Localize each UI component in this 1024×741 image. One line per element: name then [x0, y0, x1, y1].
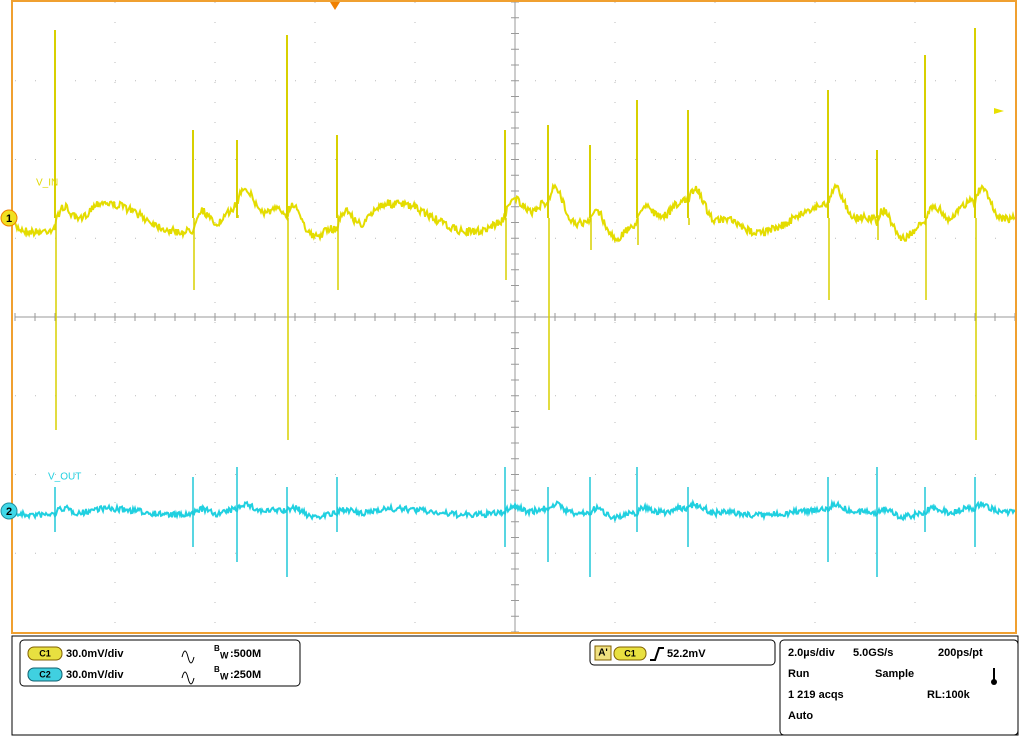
run-state: Run — [788, 668, 810, 680]
graticule — [14, 1, 1016, 633]
acquisition-mode: Sample — [875, 668, 914, 680]
channel-number: 2 — [6, 506, 12, 518]
channel-marker[interactable] — [0, 209, 18, 227]
ch1-trace — [14, 182, 1016, 243]
record-length: RL:100k — [927, 689, 971, 701]
timebase: 2.0µs/div — [788, 647, 836, 659]
traces — [14, 28, 1016, 577]
sample-rate: 5.0GS/s — [853, 647, 893, 659]
bandwidth: :250M — [230, 669, 261, 681]
bandwidth: :500M — [230, 648, 261, 660]
trigger-level-marker — [994, 108, 1004, 114]
channel-name: C2 — [39, 669, 51, 679]
trigger-source: C1 — [624, 648, 636, 658]
trigger-slope-icon — [650, 647, 664, 661]
resolution: 200ps/pt — [938, 647, 983, 659]
trigger-mode-setting: Auto — [788, 710, 813, 722]
trigger-level: 52.2mV — [667, 648, 706, 660]
channel-number: 1 — [6, 213, 12, 225]
bw-prefix: B — [214, 644, 220, 653]
trigger-position-marker — [330, 2, 340, 10]
channel-badge[interactable] — [27, 667, 63, 682]
coupling-icon — [181, 671, 195, 685]
channel-scale: 30.0mV/div — [66, 648, 124, 660]
ch2-trace — [14, 498, 1016, 523]
acquisition-count: 1 219 acqs — [788, 689, 844, 701]
trace-label: V_OUT — [48, 472, 81, 483]
channel-badge[interactable] — [27, 646, 63, 661]
channel-scale: 30.0mV/div — [66, 669, 124, 681]
screen-frame — [11, 0, 1017, 634]
trace-label: V_IN — [36, 178, 58, 189]
trigger-mode-badge — [594, 645, 612, 661]
channel-badge — [613, 646, 647, 661]
channel-settings — [19, 639, 301, 687]
thermometer-icon — [991, 679, 997, 685]
bw-prefix: B — [214, 665, 220, 674]
trigger-mode: A' — [598, 648, 608, 659]
channel-name: C1 — [39, 648, 51, 658]
acquisition-settings — [779, 639, 1019, 736]
channel-marker[interactable] — [0, 502, 18, 520]
coupling-icon — [181, 650, 195, 664]
bw-sub: W — [220, 650, 229, 660]
bw-sub: W — [220, 671, 229, 681]
